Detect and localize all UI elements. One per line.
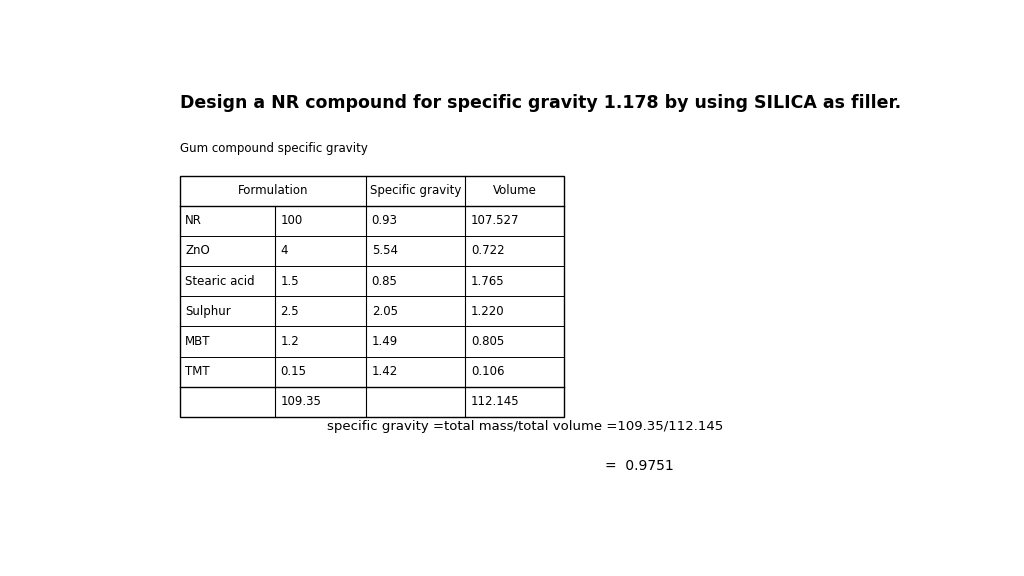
Text: 112.145: 112.145: [471, 395, 519, 408]
Text: 1.49: 1.49: [372, 335, 398, 348]
Text: 107.527: 107.527: [471, 214, 519, 228]
Text: Gum compound specific gravity: Gum compound specific gravity: [179, 142, 368, 156]
Text: Specific gravity: Specific gravity: [370, 184, 462, 197]
Text: Formulation: Formulation: [238, 184, 308, 197]
Text: 4: 4: [281, 244, 288, 257]
Text: 1.220: 1.220: [471, 305, 505, 318]
Text: Sulphur: Sulphur: [185, 305, 230, 318]
Text: Stearic acid: Stearic acid: [185, 275, 255, 287]
Text: specific gravity =total mass/total volume =109.35/112.145: specific gravity =total mass/total volum…: [327, 420, 723, 433]
Text: 0.93: 0.93: [372, 214, 397, 228]
Text: 0.722: 0.722: [471, 244, 505, 257]
Text: NR: NR: [185, 214, 202, 228]
Text: 0.15: 0.15: [281, 365, 306, 378]
Text: MBT: MBT: [185, 335, 211, 348]
Text: Volume: Volume: [493, 184, 537, 197]
Text: 1.2: 1.2: [281, 335, 299, 348]
Text: 0.805: 0.805: [471, 335, 504, 348]
Text: 109.35: 109.35: [281, 395, 322, 408]
Text: Design a NR compound for specific gravity 1.178 by using SILICA as filler.: Design a NR compound for specific gravit…: [179, 93, 901, 112]
Text: 1.5: 1.5: [281, 275, 299, 287]
Text: 2.05: 2.05: [372, 305, 397, 318]
Text: TMT: TMT: [185, 365, 210, 378]
Text: =  0.9751: = 0.9751: [605, 459, 674, 473]
Text: 1.42: 1.42: [372, 365, 398, 378]
Text: 5.54: 5.54: [372, 244, 397, 257]
Text: 1.765: 1.765: [471, 275, 505, 287]
Text: 0.85: 0.85: [372, 275, 397, 287]
Text: ZnO: ZnO: [185, 244, 210, 257]
Text: 2.5: 2.5: [281, 305, 299, 318]
Text: 100: 100: [281, 214, 303, 228]
Text: 0.106: 0.106: [471, 365, 505, 378]
